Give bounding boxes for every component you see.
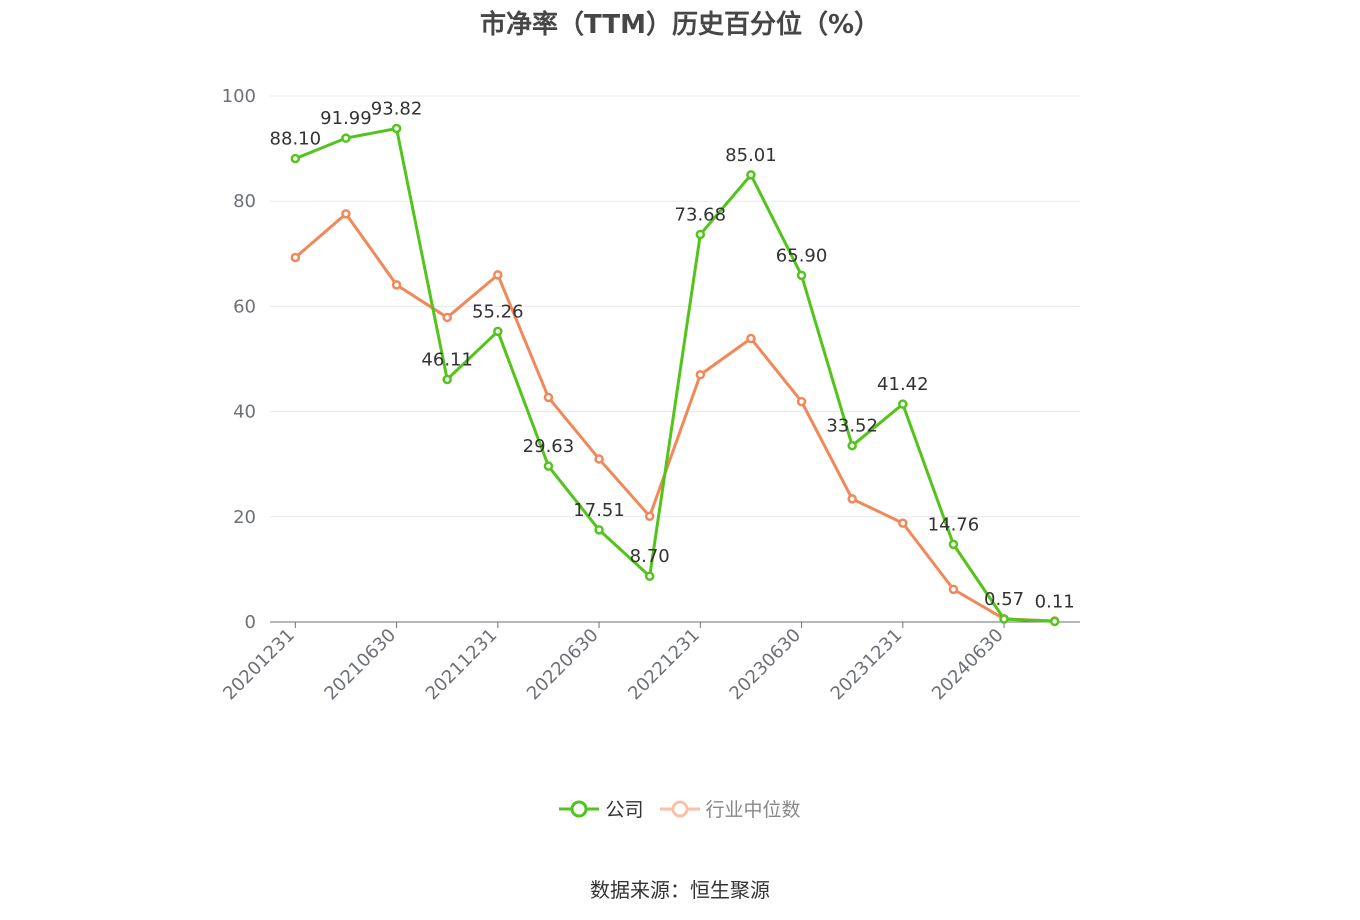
industry-point xyxy=(695,370,706,380)
y-tick-label: 20 xyxy=(233,507,256,528)
company-data-label: 91.99 xyxy=(320,108,372,129)
y-tick-label: 40 xyxy=(233,402,256,423)
legend-company-label: 公司 xyxy=(605,799,644,821)
chart-legend: 公司 行业中位数 xyxy=(0,795,1360,822)
x-tick-label: 20201231 xyxy=(219,625,299,705)
company-point xyxy=(695,229,706,240)
company-data-label: 0.57 xyxy=(984,589,1024,610)
company-point xyxy=(644,571,655,581)
legend-industry-label: 行业中位数 xyxy=(705,799,801,821)
legend-item-industry[interactable]: 行业中位数 xyxy=(659,795,801,822)
x-tick-label: 20221231 xyxy=(624,625,704,705)
y-tick-label: 0 xyxy=(245,612,256,633)
company-point xyxy=(847,440,857,451)
company-point xyxy=(948,539,959,550)
industry-point xyxy=(796,396,807,407)
company-point xyxy=(1049,616,1060,627)
industry-point xyxy=(847,494,857,504)
company-data-label: 29.63 xyxy=(523,436,575,457)
company-point xyxy=(543,461,554,471)
company-point xyxy=(493,326,503,337)
company-point xyxy=(796,270,807,281)
company-point xyxy=(898,399,908,409)
industry-point xyxy=(493,270,503,280)
company-point xyxy=(290,153,301,164)
x-tick-label: 20220630 xyxy=(523,625,603,705)
industry-point xyxy=(948,584,959,595)
industry-point xyxy=(644,511,655,522)
company-point xyxy=(999,614,1009,624)
company-point xyxy=(341,133,351,143)
industry-point xyxy=(341,209,351,219)
industry-point xyxy=(442,312,452,323)
industry-point xyxy=(391,280,402,290)
industry-point xyxy=(543,392,554,403)
x-tick-label: 20211231 xyxy=(422,625,502,705)
x-tick-label: 20230630 xyxy=(725,625,805,705)
x-tick-label: 20240630 xyxy=(928,625,1008,705)
series-line-company xyxy=(294,127,1055,623)
company-data-label: 85.01 xyxy=(725,145,777,166)
company-data-label: 93.82 xyxy=(371,99,423,120)
data-source: 数据来源：恒生聚源 xyxy=(590,878,770,902)
x-tick-label: 20231231 xyxy=(827,625,907,705)
legend-item-company[interactable]: 公司 xyxy=(559,795,644,822)
company-data-label: 0.11 xyxy=(1035,591,1075,612)
chart-title: 市净率（TTM）历史百分位（%） xyxy=(480,10,880,40)
legend-company-marker xyxy=(559,800,600,817)
industry-point xyxy=(594,454,604,464)
company-data-label: 14.76 xyxy=(928,514,980,535)
company-data-label: 65.90 xyxy=(776,245,828,266)
industry-point xyxy=(898,518,908,528)
company-data-label: 17.51 xyxy=(573,500,625,521)
company-point xyxy=(746,170,756,180)
industry-point xyxy=(290,252,301,263)
series-line-industry xyxy=(294,212,1055,623)
company-point xyxy=(391,123,402,134)
company-data-label: 46.11 xyxy=(421,349,473,370)
y-tick-label: 80 xyxy=(233,191,256,212)
legend-industry-marker xyxy=(659,800,700,817)
company-point xyxy=(442,374,452,385)
company-data-label: 88.10 xyxy=(270,129,322,150)
x-tick-label: 20210630 xyxy=(320,625,400,705)
company-data-label: 55.26 xyxy=(472,301,524,322)
company-data-label: 41.42 xyxy=(877,374,929,395)
industry-point xyxy=(746,333,756,344)
company-data-label: 33.52 xyxy=(826,416,878,437)
y-tick-label: 60 xyxy=(233,296,256,317)
y-tick-label: 100 xyxy=(222,86,256,107)
company-data-label: 73.68 xyxy=(675,204,727,225)
company-data-label: 8.70 xyxy=(630,546,670,567)
company-point xyxy=(594,525,604,535)
